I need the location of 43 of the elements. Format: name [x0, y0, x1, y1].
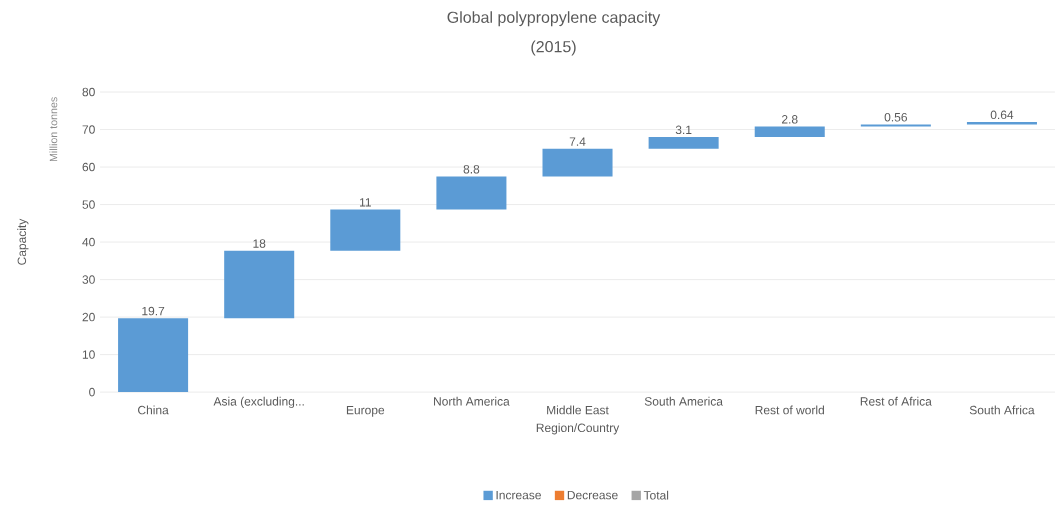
data-label: 8.8	[463, 165, 480, 174]
x-tick-label: Europe	[346, 406, 385, 417]
bar	[648, 137, 719, 149]
bar	[542, 148, 613, 177]
x-tick-label: South America	[644, 397, 723, 406]
data-label: 2.8	[782, 115, 798, 124]
chart-subtitle: (2015)	[531, 40, 576, 56]
y-tick-label: 80	[82, 88, 95, 97]
bar	[436, 176, 507, 210]
x-tick-label: South Africa	[969, 405, 1035, 415]
x-axis-title: Region/Country	[536, 423, 620, 435]
x-tick-label: Rest of Africa	[860, 397, 932, 406]
y-axis-title: Capacity	[17, 219, 29, 266]
data-label: 11	[359, 198, 371, 207]
data-label: 3.1	[675, 125, 692, 135]
data-label: 0.56	[884, 113, 907, 122]
y-tick-label: 60	[82, 163, 95, 172]
bar	[754, 126, 825, 138]
y-tick-label: 70	[82, 125, 95, 135]
y-tick-label: 30	[82, 275, 95, 285]
x-tick-label: North America	[434, 397, 510, 406]
data-label: 19.7	[142, 307, 165, 316]
legend-label: Increase	[496, 491, 541, 500]
data-label: 18	[253, 239, 266, 249]
legend-label: Decrease	[567, 491, 618, 500]
bar	[860, 124, 931, 127]
x-tick-label: Middle East	[547, 405, 609, 415]
y-tick-label: 0	[89, 388, 95, 397]
y-tick-label: 40	[82, 238, 95, 247]
bar	[224, 250, 295, 319]
bar	[118, 318, 189, 393]
data-label: 7.4	[569, 137, 586, 146]
y-tick-label: 20	[82, 313, 95, 322]
x-tick-label: Rest of world	[755, 405, 824, 415]
legend-label: Total	[643, 491, 669, 500]
text: Million tonnes	[49, 97, 58, 162]
y-tick-label: 50	[82, 200, 95, 210]
x-tick-label: China	[138, 405, 169, 415]
chart-title: Global polypropylene capacity	[447, 11, 661, 27]
bar	[330, 209, 401, 251]
x-tick-label: Asia (excluding...	[213, 397, 304, 409]
data-label: 0.64	[990, 110, 1014, 120]
y-tick-label: 10	[82, 350, 95, 360]
